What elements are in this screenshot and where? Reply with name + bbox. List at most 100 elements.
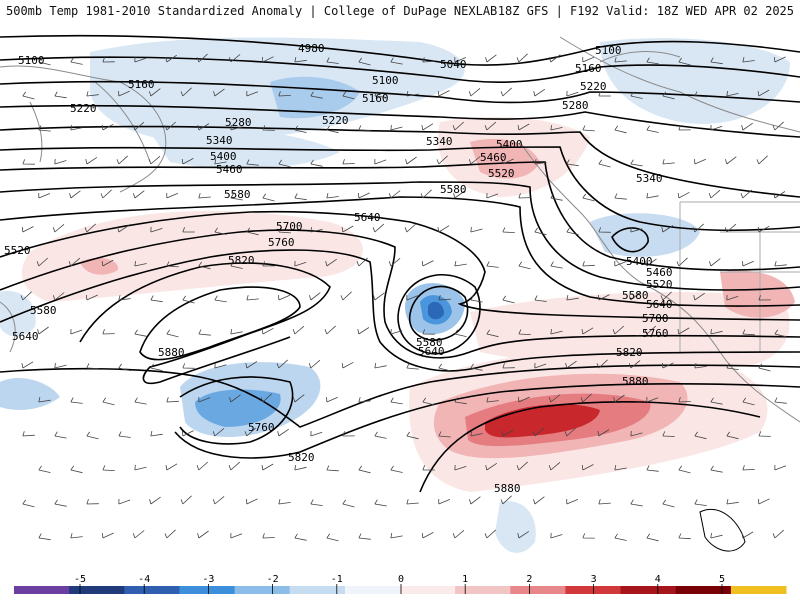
wind-barb (774, 329, 787, 338)
wind-barb (614, 125, 627, 134)
wind-barb (118, 295, 131, 301)
wind-barb (598, 294, 610, 301)
wind-barb (22, 499, 35, 508)
anomaly-colorbar: -5 -4 -3 -2 -1 0 1 2 3 4 5 (0, 572, 800, 600)
wind-barb (566, 227, 579, 235)
wind-barb (437, 225, 450, 233)
colorbar-tick-label: -2 (267, 574, 279, 585)
wind-barb (660, 291, 672, 301)
wind-barb (294, 260, 307, 267)
wind-barb (150, 431, 163, 437)
wind-barb (22, 431, 35, 437)
wind-barb (310, 499, 323, 506)
contour-label: 5040 (440, 58, 467, 71)
wind-barb (228, 54, 241, 63)
colorbar-segment (289, 586, 346, 594)
wind-barb (614, 57, 627, 63)
wind-barb (757, 225, 770, 233)
wind-barb (741, 531, 754, 539)
wind-barb (582, 125, 595, 132)
wind-barb (101, 123, 114, 131)
contour-label: 5340 (206, 134, 233, 147)
wind-barb (726, 363, 739, 370)
wind-barb (421, 123, 434, 131)
contour-label: 5640 (418, 345, 445, 358)
wind-barb (52, 292, 65, 301)
wind-barb (165, 54, 177, 63)
wind-barb (214, 362, 227, 369)
wind-barb (246, 90, 259, 97)
wind-barb (534, 227, 547, 236)
wind-barb (230, 193, 243, 201)
wind-barb (134, 329, 147, 337)
wind-barb (54, 91, 67, 99)
wind-barb (390, 465, 403, 473)
colorbar-segment (344, 586, 401, 594)
wind-barb (533, 496, 545, 505)
contour-label: 5640 (646, 298, 673, 311)
wind-barb (293, 394, 305, 403)
wind-barb (772, 121, 784, 131)
wind-barb (102, 329, 115, 335)
wind-barb (405, 156, 417, 165)
wind-barb (358, 57, 371, 66)
wind-barb (68, 257, 81, 267)
colorbar-tick-label: 3 (591, 574, 597, 585)
wind-barb (518, 193, 531, 199)
wind-barb (166, 261, 179, 268)
colorbar-segment (400, 586, 456, 594)
wind-barb (484, 121, 497, 131)
wind-barb (69, 190, 81, 199)
wind-barb (628, 292, 641, 301)
wind-barb (294, 125, 307, 133)
wind-barb (149, 88, 161, 97)
wind-barb (132, 530, 145, 539)
wind-barb (421, 260, 434, 267)
wind-barb (406, 499, 419, 505)
wind-barb (117, 224, 130, 233)
title-bar: 500mb Temp 1981-2010 Standardized Anomal… (0, 0, 800, 22)
wind-barb (341, 361, 354, 369)
wind-barb (678, 125, 691, 131)
colorbar-tick-label: 2 (526, 574, 532, 585)
wind-barb (54, 431, 67, 439)
wind-barb (358, 125, 371, 131)
wind-barb (70, 328, 83, 335)
wind-barb (694, 158, 706, 165)
wind-barb (581, 464, 594, 471)
wind-barb (134, 261, 147, 267)
wind-barb (326, 125, 339, 134)
wind-barb (662, 362, 674, 369)
wind-barb (278, 91, 291, 97)
wind-barb (244, 427, 256, 437)
warm-anomaly-area (470, 292, 790, 369)
wind-barb (486, 329, 499, 338)
wind-barb (38, 125, 51, 132)
wind-barb (758, 295, 771, 301)
wind-barb (166, 329, 179, 338)
wind-barb (326, 57, 339, 64)
wind-barb (692, 223, 704, 233)
wind-barb (709, 258, 721, 267)
warm-anomaly-area (80, 257, 119, 275)
wind-barb (118, 498, 131, 505)
wind-barb (294, 533, 307, 541)
contour-label: 5520 (488, 167, 515, 180)
wind-barb (102, 465, 115, 471)
wind-barb (645, 258, 657, 267)
contour-label: 5640 (354, 211, 381, 224)
contour-label: 4980 (298, 42, 325, 55)
wind-barb (38, 192, 51, 199)
wind-barb (326, 465, 339, 472)
wind-barb (420, 189, 432, 199)
contour-label: 5160 (128, 78, 155, 91)
wind-barb (630, 499, 643, 507)
wind-barb (246, 295, 259, 301)
contour-label: 5760 (248, 421, 275, 434)
wind-barb (710, 465, 723, 473)
wind-barb (133, 190, 145, 199)
colorbar-tick-label: -1 (331, 574, 343, 585)
wind-barb (181, 158, 194, 165)
wind-barb (485, 462, 498, 471)
wind-barb (406, 363, 419, 370)
